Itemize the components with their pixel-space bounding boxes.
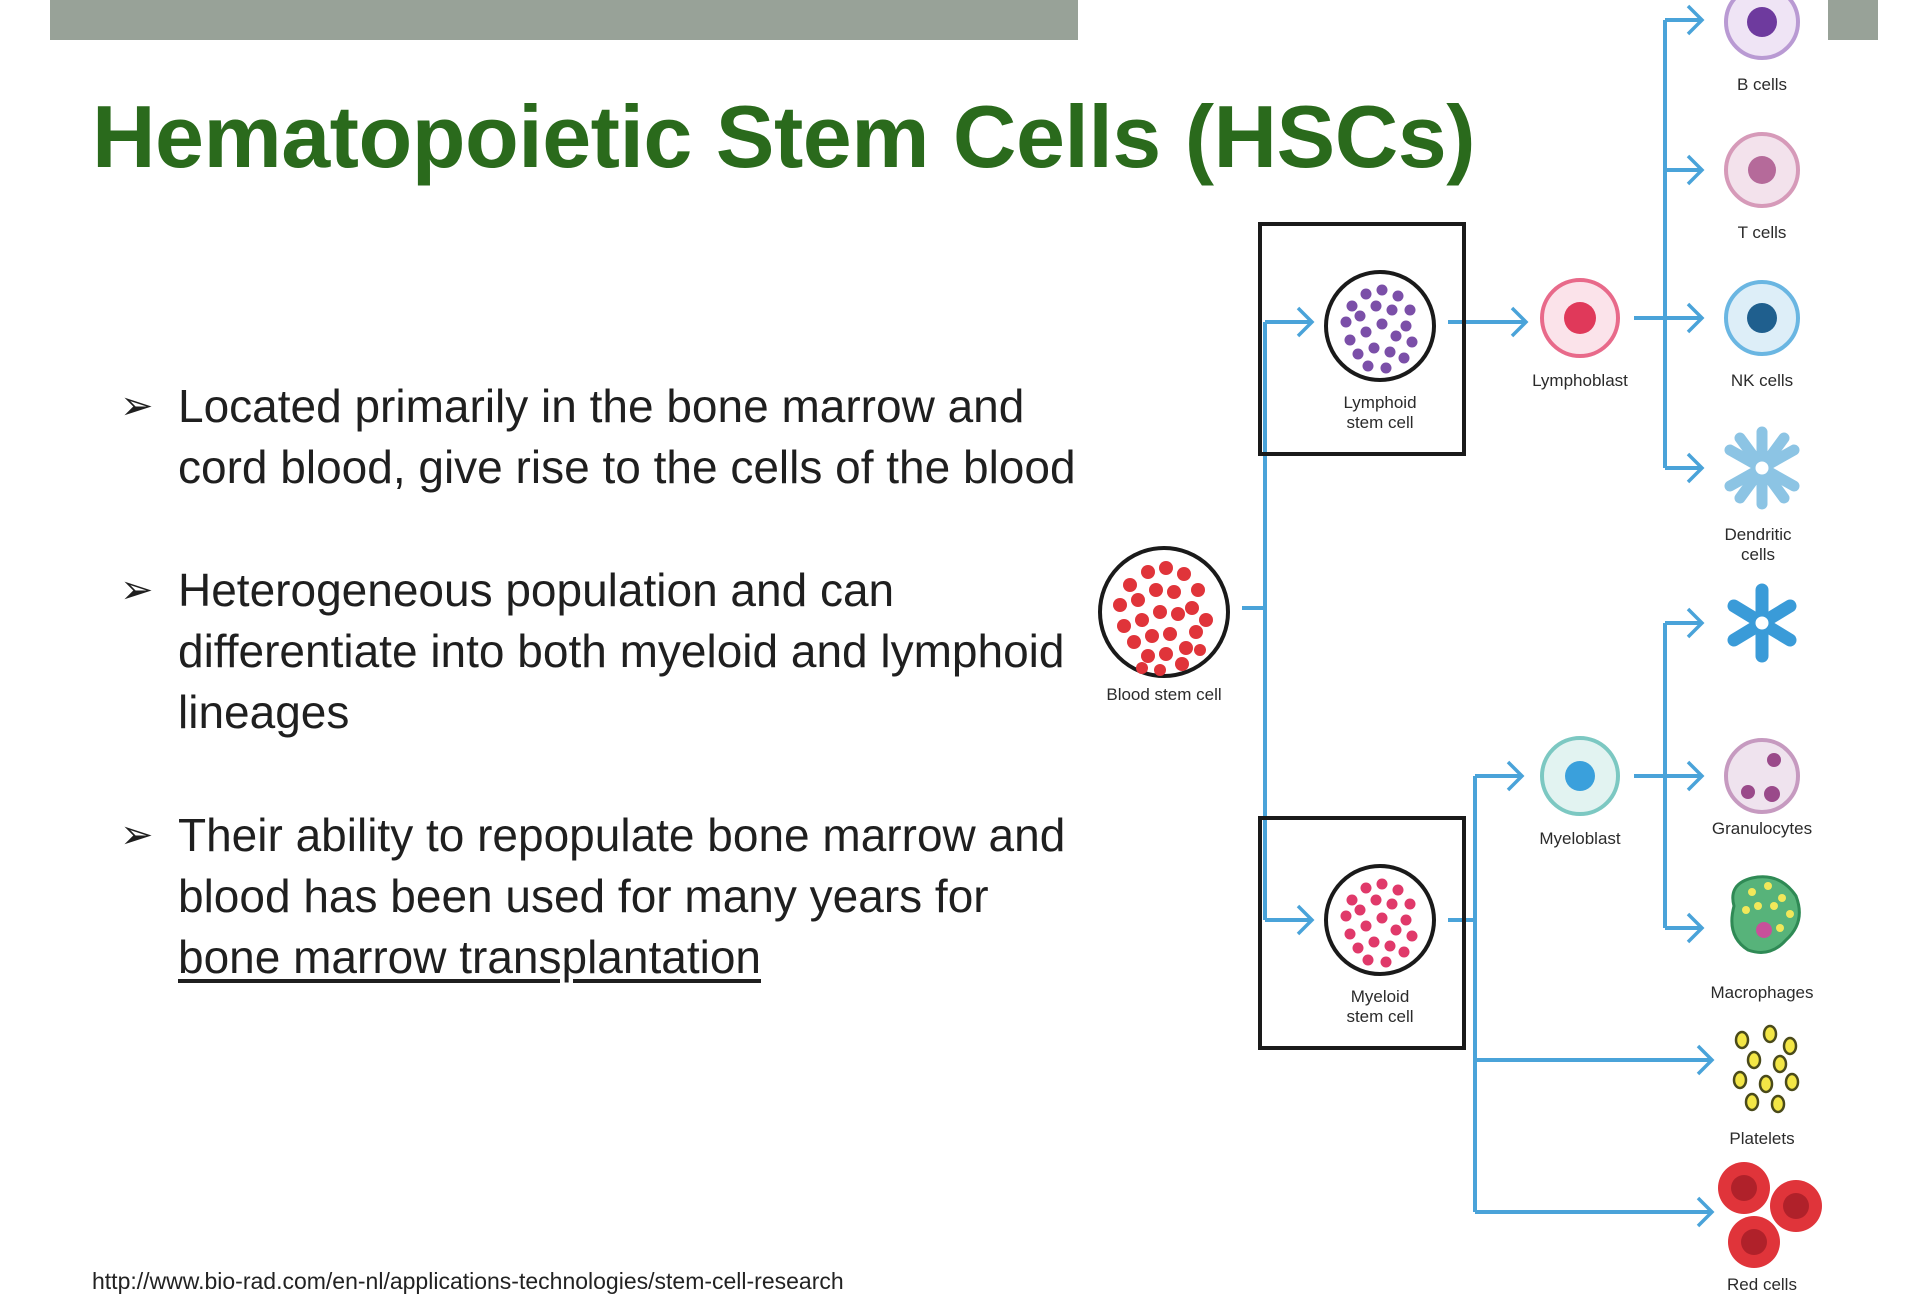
label-macrophages: Macrophages [1710,983,1813,1002]
arrowhead [1686,607,1705,639]
arrowhead [1686,912,1705,944]
arrowhead [1686,760,1705,792]
bullet-text: Their ability to repopulate bone marrow … [178,809,1066,922]
label-lymphoblast: Lymphoblast [1532,371,1628,390]
lymphoid-stem-cell-icon [1324,270,1436,382]
arrowhead [1296,904,1315,936]
macrophage-icon [1730,875,1801,954]
slide-title: Hematopoietic Stem Cells (HSCs) [92,87,1476,186]
blood-stem-cell-icon [1098,546,1230,678]
bone-marrow-transplantation-link[interactable]: bone marrow transplantation [178,931,761,983]
myeloblast-icon [1540,736,1620,816]
bullet-arrow-icon: ➢ [120,383,154,429]
platelets-icon [1732,1024,1800,1114]
source-url[interactable]: http://www.bio-rad.com/en-nl/application… [92,1268,844,1294]
myeloid-dendritic-nucleus-icon [1752,613,1772,633]
dendritic-cell-nucleus-icon [1752,458,1772,478]
label-dendritic-cells: Dendritic [1724,525,1792,544]
arrowhead [1696,1044,1715,1076]
lymphoblast-icon [1540,278,1620,358]
bullet-item: ➢ Heterogeneous population and can diffe… [120,560,1080,743]
label-myeloid-stem-cell-line2: stem cell [1346,1007,1413,1026]
arrowhead [1686,154,1705,186]
bullet-arrow-icon: ➢ [120,812,154,858]
label-lymphoid-stem-cell: Lymphoid [1343,393,1416,412]
arrowhead [1686,4,1705,36]
label-myeloblast: Myeloblast [1539,829,1621,848]
label-myeloid-stem-cell: Myeloid [1351,987,1410,1006]
lineage-connectors [1242,322,1267,920]
bullet-item: ➢ Located primarily in the bone marrow a… [120,376,1080,498]
arrowhead [1696,1196,1715,1228]
nk-cell-icon [1724,280,1800,356]
label-dendritic-cells-line2: cells [1741,545,1775,564]
top-accent-bar-right [1828,0,1878,40]
label-b-cells: B cells [1737,75,1787,94]
b-cell-icon [1724,0,1800,60]
granulocyte-icon [1724,738,1800,814]
arrowhead [1510,306,1529,338]
arrowhead [1686,452,1705,484]
label-t-cells: T cells [1738,223,1787,242]
label-nk-cells: NK cells [1731,371,1793,390]
label-platelets: Platelets [1729,1129,1794,1148]
label-lymphoid-stem-cell-line2: stem cell [1346,413,1413,432]
label-granulocytes: Granulocytes [1712,819,1812,838]
red-cells-icon [1718,1162,1822,1268]
lymphoid-stem-cell-box [1258,222,1466,456]
arrowhead [1296,306,1315,338]
bullet-text: Heterogeneous population and can differe… [178,564,1065,738]
myeloid-stem-cell-icon [1324,864,1436,976]
bullet-arrow-icon: ➢ [120,567,154,613]
bullet-item: ➢ Their ability to repopulate bone marro… [120,805,1080,988]
bullet-list: ➢ Located primarily in the bone marrow a… [120,376,1080,1050]
arrowhead [1686,302,1705,334]
bullet-text: Located primarily in the bone marrow and… [178,380,1076,493]
lineage-arrows [1265,4,1715,1228]
label-blood-stem-cell: Blood stem cell [1106,685,1221,704]
top-accent-bar-left [50,0,1078,40]
t-cell-icon [1724,132,1800,208]
label-red-cells: Red cells [1727,1275,1797,1294]
arrowhead [1506,760,1525,792]
myeloid-stem-cell-box [1258,816,1466,1050]
